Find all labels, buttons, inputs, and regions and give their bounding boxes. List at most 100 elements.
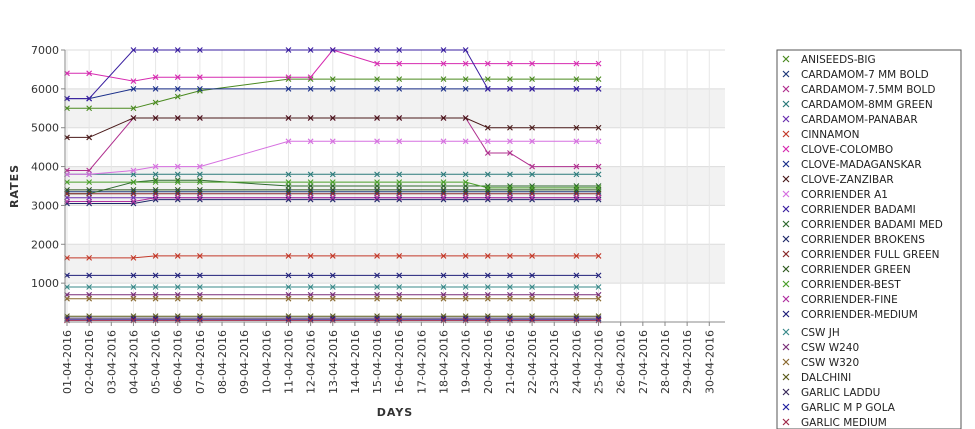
data-point-marker — [595, 284, 602, 290]
data-point-marker — [507, 150, 513, 156]
data-point-marker — [285, 115, 292, 121]
legend-label: CORRIENDER BADAMI — [801, 204, 916, 216]
data-point-marker — [196, 284, 203, 290]
data-point-marker — [86, 200, 93, 207]
legend-marker — [782, 190, 790, 198]
data-point-marker — [529, 194, 535, 201]
data-point-marker — [529, 272, 535, 279]
legend-marker — [782, 403, 790, 411]
data-point-marker — [462, 188, 469, 195]
data-point-marker — [86, 105, 93, 112]
data-point-marker — [374, 47, 380, 53]
data-point-marker — [462, 76, 469, 83]
data-point-marker — [507, 196, 513, 203]
data-point-marker — [196, 47, 203, 53]
x-tick-label: 15-04-2016 — [371, 330, 384, 394]
data-point-marker — [174, 179, 181, 186]
data-point-marker — [307, 179, 314, 186]
data-point-marker — [440, 295, 447, 302]
legend-box — [776, 49, 962, 429]
data-point-marker — [285, 272, 292, 279]
data-point-marker — [307, 188, 314, 195]
data-point-marker — [285, 295, 292, 302]
data-point-marker — [396, 272, 403, 279]
data-point-marker — [174, 194, 181, 201]
data-point-marker — [285, 196, 292, 203]
data-point-marker — [152, 295, 159, 302]
data-point-marker — [307, 138, 314, 145]
data-point-marker — [573, 185, 580, 191]
data-point-marker — [396, 115, 403, 121]
y-tick-label: 6000 — [31, 83, 59, 96]
data-point-marker — [174, 253, 181, 259]
data-point-marker — [573, 253, 580, 259]
data-point-marker — [196, 87, 203, 94]
data-point-marker — [374, 272, 380, 279]
data-point-marker — [152, 253, 159, 259]
data-point-marker — [484, 196, 491, 203]
data-point-marker — [374, 85, 380, 92]
y-tick-labels: 1000 2000 3000 4000 5000 6000 7000 — [31, 44, 65, 290]
legend-marker — [782, 85, 790, 93]
data-point-marker — [374, 60, 380, 67]
data-point-marker — [152, 284, 159, 290]
data-point-marker — [507, 315, 513, 322]
legend-label: CORRIENDER BADAMI MED — [801, 219, 943, 231]
legend-marker — [782, 130, 790, 138]
series-line — [67, 197, 599, 202]
data-point-marker — [440, 253, 447, 259]
x-tick-label: 27-04-2016 — [637, 330, 650, 394]
legend-label: CORRIENDER A1 — [801, 189, 888, 201]
data-point-marker — [307, 284, 314, 290]
data-point-marker — [507, 295, 513, 302]
data-point-marker — [396, 194, 403, 201]
x-tick-label: 03-04-2016 — [105, 330, 118, 394]
data-point-marker — [130, 315, 137, 322]
data-point-marker — [329, 76, 336, 83]
legend-label: CORRIENDER-FINE — [801, 294, 898, 306]
data-point-marker — [329, 115, 336, 121]
data-point-marker — [396, 76, 403, 83]
data-point-marker — [329, 179, 336, 186]
data-point-marker — [196, 163, 203, 170]
data-point-marker — [595, 138, 602, 145]
data-point-marker — [307, 171, 314, 178]
data-point-marker — [174, 196, 181, 203]
data-point-marker — [440, 138, 447, 145]
x-tick-label: 22-04-2016 — [526, 330, 539, 394]
plot-background — [65, 50, 725, 322]
grid-band — [65, 244, 725, 284]
legend-label: CINNAMON — [801, 129, 860, 141]
legend-marker — [782, 295, 790, 303]
data-point-marker — [529, 196, 535, 203]
x-tick-label: 25-04-2016 — [593, 330, 606, 394]
legend-label: ANISEEDS-BIG — [801, 54, 876, 66]
data-point-marker — [462, 196, 469, 203]
data-point-marker — [329, 85, 336, 92]
data-point-marker — [329, 284, 336, 290]
data-point-marker — [285, 74, 292, 81]
x-tick-label: 20-04-2016 — [482, 330, 495, 394]
data-point-marker — [285, 253, 292, 259]
data-point-marker — [484, 60, 491, 67]
data-point-marker — [152, 99, 159, 106]
data-point-marker — [86, 254, 93, 261]
data-point-marker — [307, 272, 314, 279]
data-point-marker — [595, 272, 602, 279]
data-point-marker — [196, 171, 203, 178]
data-point-marker — [285, 138, 292, 145]
data-point-marker — [462, 186, 469, 193]
series-lines — [67, 49, 599, 321]
data-point-marker — [130, 115, 137, 121]
data-point-marker — [174, 85, 181, 92]
series-line — [67, 49, 599, 82]
data-point-marker — [484, 124, 491, 131]
y-tick-label: 1000 — [31, 277, 59, 290]
data-point-marker — [462, 171, 469, 178]
x-tick-label: 09-04-2016 — [238, 330, 251, 394]
legend-marker — [782, 175, 790, 183]
data-point-marker — [396, 315, 403, 322]
data-point-marker — [285, 179, 292, 186]
data-point-marker — [285, 194, 292, 201]
